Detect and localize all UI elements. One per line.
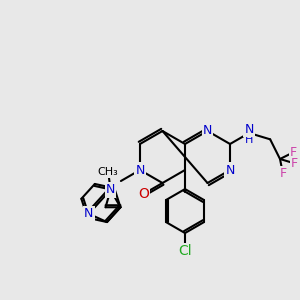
Text: N: N xyxy=(135,164,145,176)
Text: O: O xyxy=(138,187,149,201)
Text: F: F xyxy=(291,157,298,170)
Text: Cl: Cl xyxy=(178,244,192,258)
Text: N: N xyxy=(244,122,254,136)
Text: N: N xyxy=(225,164,235,176)
Text: F: F xyxy=(290,146,297,159)
Text: N: N xyxy=(84,207,94,220)
Text: N: N xyxy=(106,183,115,196)
Text: F: F xyxy=(279,167,286,180)
Text: H: H xyxy=(245,135,253,145)
Text: CH₃: CH₃ xyxy=(98,167,118,177)
Text: N: N xyxy=(203,124,212,137)
